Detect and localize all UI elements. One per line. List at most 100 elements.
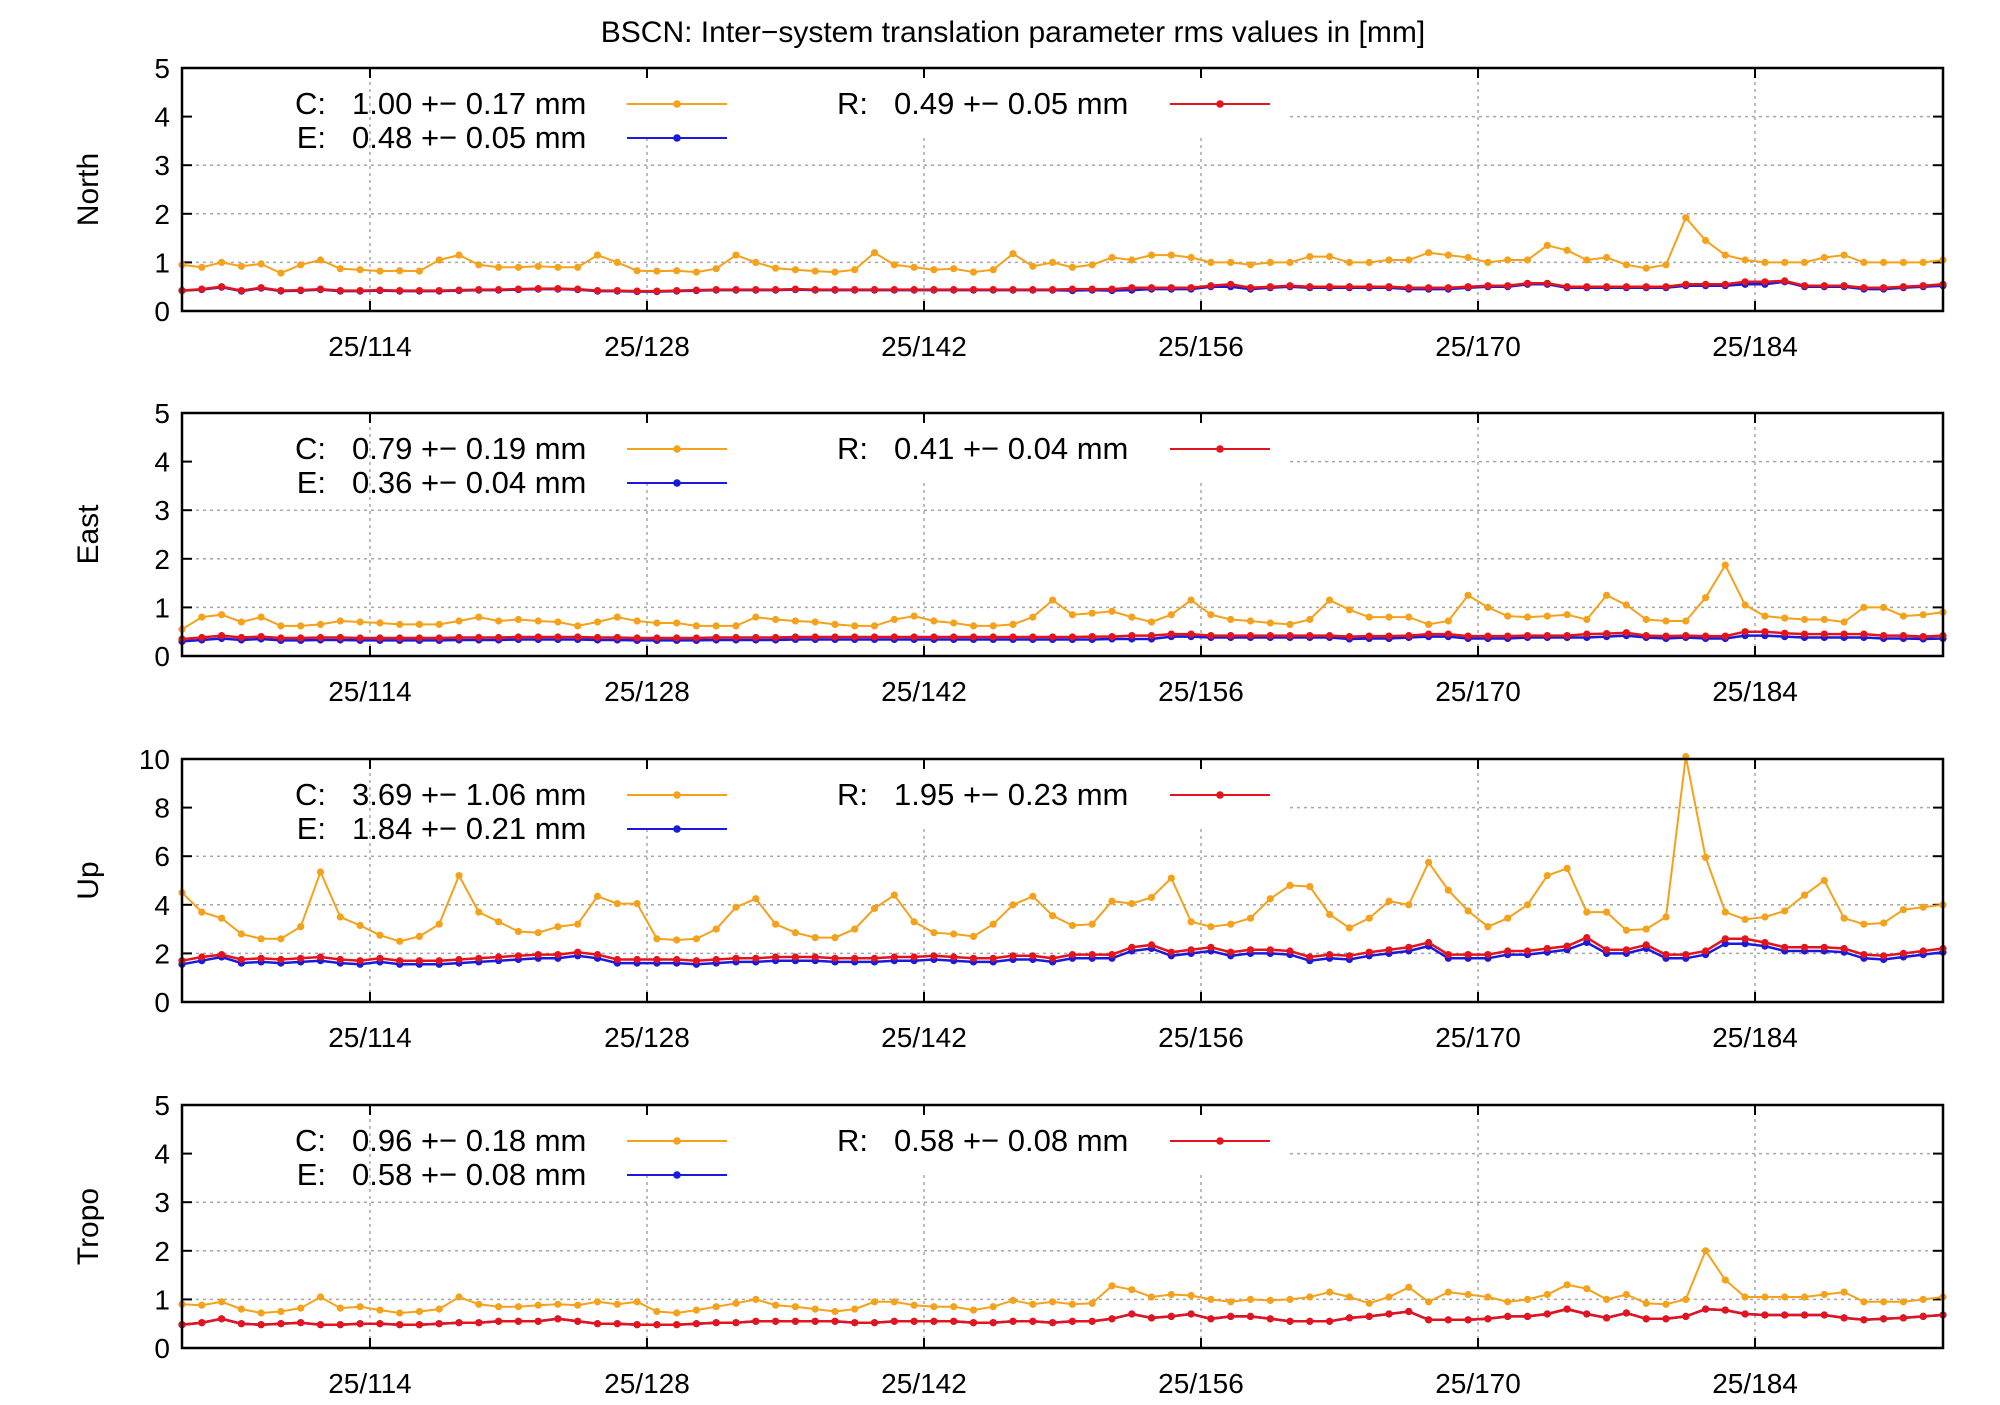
data-point-C bbox=[356, 618, 364, 626]
data-point-R bbox=[1187, 1310, 1195, 1318]
data-point-R bbox=[1603, 1314, 1611, 1322]
data-point-R bbox=[1128, 943, 1136, 951]
data-point-C bbox=[574, 622, 582, 630]
data-point-C bbox=[218, 1298, 226, 1306]
data-point-C bbox=[396, 620, 404, 629]
data-point-C bbox=[1464, 907, 1472, 915]
data-point-R bbox=[1484, 951, 1492, 959]
data-point-R bbox=[1088, 285, 1096, 293]
data-point-R bbox=[831, 286, 839, 294]
data-point-R bbox=[1108, 1315, 1116, 1323]
data-point-C bbox=[1880, 258, 1888, 266]
data-point-C bbox=[851, 925, 859, 933]
data-point-C bbox=[1563, 864, 1571, 873]
data-point-C bbox=[435, 1305, 443, 1313]
data-point-R bbox=[297, 1319, 305, 1327]
data-point-C bbox=[930, 266, 938, 274]
data-point-C bbox=[1266, 1296, 1274, 1304]
data-point-R bbox=[1108, 951, 1116, 959]
data-point-R bbox=[1880, 632, 1888, 640]
data-point-R bbox=[1286, 1317, 1294, 1325]
data-point-C bbox=[1345, 606, 1353, 614]
data-point-C bbox=[890, 261, 898, 269]
data-point-R bbox=[455, 633, 463, 642]
data-point-C bbox=[376, 931, 384, 939]
data-point-R bbox=[574, 1317, 582, 1325]
data-point-R bbox=[218, 283, 226, 291]
data-point-C bbox=[495, 263, 503, 271]
data-point-R bbox=[277, 634, 285, 642]
legend-value-E: 0.36 +− 0.04 mm bbox=[352, 465, 586, 500]
data-point-R bbox=[514, 633, 523, 641]
data-point-C bbox=[574, 263, 582, 271]
data-point-R bbox=[1642, 283, 1650, 291]
legend-marker-C bbox=[673, 791, 681, 799]
data-point-R bbox=[1860, 951, 1868, 959]
data-point-R bbox=[455, 1319, 463, 1327]
data-point-R bbox=[950, 286, 958, 294]
data-point-C bbox=[1464, 1290, 1472, 1299]
data-point-C bbox=[633, 1298, 641, 1306]
data-point-C bbox=[811, 1305, 819, 1313]
series-line-R bbox=[181, 1307, 1944, 1326]
data-point-C bbox=[1128, 900, 1136, 908]
data-point-C bbox=[336, 1304, 344, 1312]
data-point-C bbox=[969, 932, 978, 941]
data-point-R bbox=[1919, 282, 1927, 290]
data-point-R bbox=[1326, 632, 1334, 640]
data-point-R bbox=[791, 633, 800, 641]
data-point-C bbox=[1603, 908, 1611, 916]
data-point-C bbox=[1128, 1286, 1136, 1294]
data-point-C bbox=[1781, 614, 1789, 622]
data-point-R bbox=[613, 287, 621, 295]
data-point-R bbox=[1088, 633, 1096, 641]
data-point-C bbox=[475, 908, 483, 916]
legend-marker-E bbox=[673, 1171, 681, 1179]
data-point-R bbox=[930, 1317, 938, 1325]
data-point-C bbox=[870, 1298, 879, 1306]
series-line-C bbox=[181, 563, 1944, 631]
data-point-C bbox=[1721, 908, 1729, 916]
data-point-R bbox=[1583, 283, 1591, 291]
data-point-C bbox=[1147, 1293, 1156, 1301]
data-point-C bbox=[772, 1301, 780, 1309]
data-point-R bbox=[1919, 633, 1927, 641]
data-point-C bbox=[791, 617, 800, 625]
data-point-C bbox=[1880, 603, 1888, 612]
data-point-C bbox=[1543, 872, 1551, 880]
data-point-R bbox=[316, 1321, 325, 1329]
data-point-C bbox=[1781, 258, 1789, 266]
data-point-R bbox=[336, 287, 344, 295]
data-point-C bbox=[732, 903, 740, 911]
data-point-C bbox=[1464, 253, 1472, 262]
data-point-C bbox=[890, 615, 898, 624]
legend-label-E: E: bbox=[297, 811, 326, 846]
data-point-C bbox=[791, 1303, 800, 1311]
data-point-C bbox=[1622, 926, 1630, 934]
legend-label-C: C: bbox=[295, 86, 326, 121]
data-point-R bbox=[1781, 629, 1789, 637]
data-point-C bbox=[969, 622, 978, 630]
data-point-R bbox=[811, 1317, 819, 1325]
data-point-R bbox=[396, 957, 404, 965]
data-point-C bbox=[1009, 620, 1017, 629]
data-point-C bbox=[1702, 1247, 1710, 1255]
data-point-C bbox=[1068, 921, 1076, 930]
data-point-C bbox=[1246, 1295, 1255, 1303]
data-point-R bbox=[1603, 946, 1611, 954]
data-point-C bbox=[851, 622, 859, 630]
data-point-R bbox=[534, 633, 542, 641]
data-point-C bbox=[1227, 615, 1235, 624]
data-point-R bbox=[653, 287, 661, 295]
data-point-C bbox=[910, 918, 918, 926]
data-point-C bbox=[851, 266, 859, 274]
data-point-R bbox=[1800, 1311, 1809, 1319]
data-point-C bbox=[890, 1298, 898, 1306]
data-point-C bbox=[613, 613, 621, 621]
data-point-C bbox=[1702, 594, 1710, 602]
data-point-R bbox=[772, 286, 780, 294]
data-point-R bbox=[1246, 1312, 1255, 1320]
data-point-R bbox=[376, 634, 384, 642]
data-point-C bbox=[989, 1303, 997, 1311]
data-point-R bbox=[1721, 1306, 1729, 1314]
